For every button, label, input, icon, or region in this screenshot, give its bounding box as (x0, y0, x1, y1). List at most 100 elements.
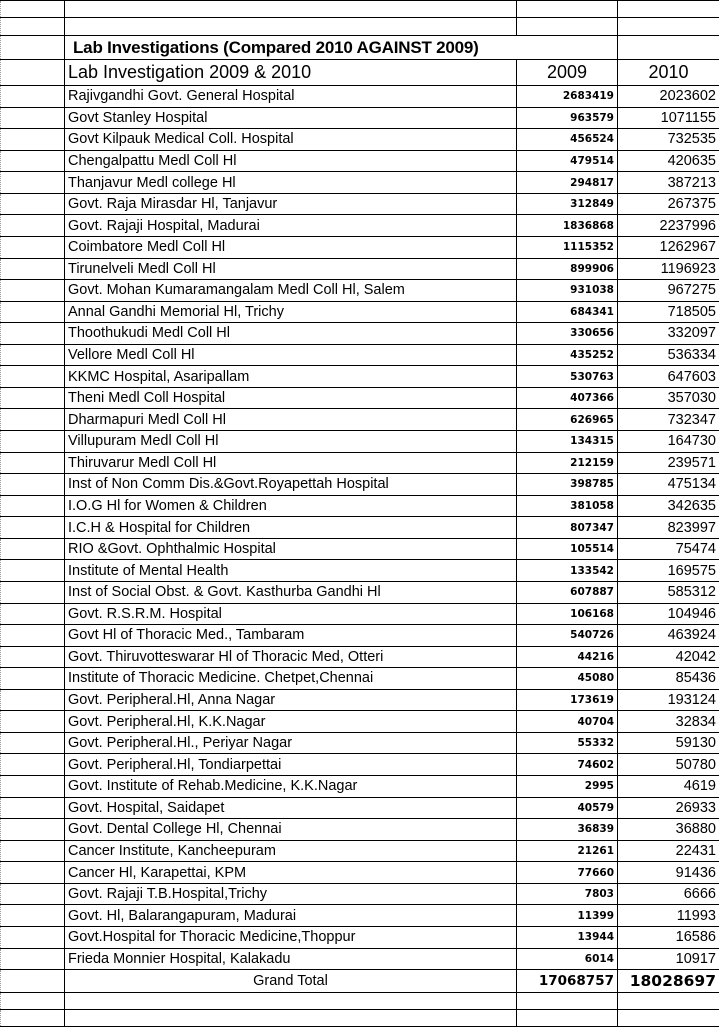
hospital-name[interactable]: Govt. Peripheral.Hl, K.K.Nagar (65, 711, 517, 733)
value-2009[interactable]: 607887 (517, 581, 618, 603)
value-2009[interactable]: 407366 (517, 387, 618, 409)
cell[interactable] (618, 18, 719, 36)
cell[interactable] (65, 1010, 517, 1027)
value-2010[interactable]: 42042 (618, 646, 719, 668)
value-2009[interactable]: 807347 (517, 517, 618, 539)
hospital-name[interactable]: Govt. Rajaji T.B.Hospital,Trichy (65, 883, 517, 905)
value-2009[interactable]: 540726 (517, 625, 618, 647)
cell[interactable] (1, 646, 65, 668)
cell[interactable] (1, 625, 65, 647)
hospital-name[interactable]: Govt. Rajaji Hospital, Madurai (65, 215, 517, 237)
value-2009[interactable]: 7803 (517, 883, 618, 905)
hospital-name[interactable]: Cancer Hl, Karapettai, KPM (65, 862, 517, 884)
hospital-name[interactable]: Govt Hl of Thoracic Med., Tambaram (65, 625, 517, 647)
hospital-name[interactable]: Govt Kilpauk Medical Coll. Hospital (65, 129, 517, 151)
cell[interactable] (1, 732, 65, 754)
value-2009[interactable]: 312849 (517, 193, 618, 215)
cell[interactable] (1, 344, 65, 366)
value-2010[interactable]: 536334 (618, 344, 719, 366)
cell[interactable] (1, 387, 65, 409)
value-2009[interactable]: 931038 (517, 280, 618, 302)
value-2010[interactable]: 50780 (618, 754, 719, 776)
cell[interactable] (1, 603, 65, 625)
cell[interactable] (65, 993, 517, 1010)
value-2009[interactable]: 2995 (517, 776, 618, 798)
value-2009[interactable]: 626965 (517, 409, 618, 431)
hospital-name[interactable]: Govt. Raja Mirasdar Hl, Tanjavur (65, 193, 517, 215)
cell[interactable] (1, 538, 65, 560)
cell[interactable] (1, 474, 65, 496)
hospital-name[interactable]: Thoothukudi Medl Coll Hl (65, 323, 517, 345)
header-2010[interactable]: 2010 (618, 60, 719, 86)
cell[interactable] (1, 86, 65, 108)
value-2009[interactable]: 1115352 (517, 236, 618, 258)
hospital-name[interactable]: Govt. Peripheral.Hl, Tondiarpettai (65, 754, 517, 776)
value-2010[interactable]: 475134 (618, 474, 719, 496)
value-2010[interactable]: 342635 (618, 495, 719, 517)
cell[interactable] (1, 280, 65, 302)
value-2009[interactable]: 40704 (517, 711, 618, 733)
value-2009[interactable]: 44216 (517, 646, 618, 668)
cell[interactable] (1, 366, 65, 388)
value-2010[interactable]: 1262967 (618, 236, 719, 258)
value-2009[interactable]: 899906 (517, 258, 618, 280)
cell[interactable] (1, 776, 65, 798)
value-2010[interactable]: 718505 (618, 301, 719, 323)
cell[interactable] (1, 517, 65, 539)
value-2010[interactable]: 4619 (618, 776, 719, 798)
cell[interactable] (65, 1, 517, 18)
cell[interactable] (1, 150, 65, 172)
cell[interactable] (1, 409, 65, 431)
hospital-name[interactable]: Govt. Thiruvotteswarar Hl of Thoracic Me… (65, 646, 517, 668)
value-2010[interactable]: 32834 (618, 711, 719, 733)
value-2009[interactable]: 106168 (517, 603, 618, 625)
hospital-name[interactable]: Villupuram Medl Coll Hl (65, 431, 517, 453)
cell[interactable] (1, 323, 65, 345)
cell[interactable] (1, 1, 65, 18)
cell[interactable] (1, 560, 65, 582)
value-2009[interactable]: 40579 (517, 797, 618, 819)
hospital-name[interactable]: Cancer Institute, Kancheepuram (65, 840, 517, 862)
cell[interactable] (618, 1, 719, 18)
value-2009[interactable]: 13944 (517, 926, 618, 948)
value-2009[interactable]: 45080 (517, 668, 618, 690)
value-2009[interactable]: 294817 (517, 172, 618, 194)
cell[interactable] (1, 18, 65, 36)
value-2010[interactable]: 193124 (618, 689, 719, 711)
value-2009[interactable]: 212159 (517, 452, 618, 474)
hospital-name[interactable]: Rajivgandhi Govt. General Hospital (65, 86, 517, 108)
cell[interactable] (1, 862, 65, 884)
value-2009[interactable]: 330656 (517, 323, 618, 345)
grand-total-2009[interactable]: 17068757 (517, 970, 618, 993)
hospital-name[interactable]: Thanjavur Medl college Hl (65, 172, 517, 194)
value-2009[interactable]: 77660 (517, 862, 618, 884)
value-2009[interactable]: 456524 (517, 129, 618, 151)
hospital-name[interactable]: Govt. Institute of Rehab.Medicine, K.K.N… (65, 776, 517, 798)
value-2009[interactable]: 173619 (517, 689, 618, 711)
value-2010[interactable]: 647603 (618, 366, 719, 388)
hospital-name[interactable]: Annal Gandhi Memorial Hl, Trichy (65, 301, 517, 323)
value-2010[interactable]: 732347 (618, 409, 719, 431)
value-2009[interactable]: 479514 (517, 150, 618, 172)
value-2010[interactable]: 16586 (618, 926, 719, 948)
hospital-name[interactable]: I.C.H & Hospital for Children (65, 517, 517, 539)
value-2010[interactable]: 169575 (618, 560, 719, 582)
header-2009[interactable]: 2009 (517, 60, 618, 86)
value-2010[interactable]: 585312 (618, 581, 719, 603)
hospital-name[interactable]: Institute of Mental Health (65, 560, 517, 582)
value-2010[interactable]: 11993 (618, 905, 719, 927)
value-2009[interactable]: 398785 (517, 474, 618, 496)
cell[interactable] (1, 993, 65, 1010)
cell[interactable] (618, 1010, 719, 1027)
value-2010[interactable]: 36880 (618, 819, 719, 841)
value-2010[interactable]: 164730 (618, 431, 719, 453)
value-2009[interactable]: 55332 (517, 732, 618, 754)
cell[interactable] (1, 301, 65, 323)
cell[interactable] (1, 1010, 65, 1027)
hospital-name[interactable]: Chengalpattu Medl Coll Hl (65, 150, 517, 172)
cell[interactable] (1, 926, 65, 948)
value-2009[interactable]: 74602 (517, 754, 618, 776)
grand-total-2010[interactable]: 18028697 (618, 970, 719, 993)
value-2010[interactable]: 387213 (618, 172, 719, 194)
cell[interactable] (1, 840, 65, 862)
